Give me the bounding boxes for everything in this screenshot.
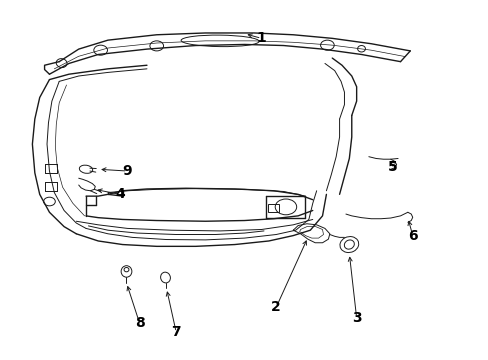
Text: 5: 5 [387, 161, 397, 175]
Text: 9: 9 [122, 164, 132, 178]
Text: 1: 1 [256, 31, 266, 45]
Text: 6: 6 [407, 229, 417, 243]
Text: 3: 3 [351, 311, 361, 325]
Text: 4: 4 [115, 187, 125, 201]
Text: 8: 8 [135, 316, 144, 330]
Text: 2: 2 [271, 300, 281, 314]
Text: 7: 7 [171, 325, 181, 339]
